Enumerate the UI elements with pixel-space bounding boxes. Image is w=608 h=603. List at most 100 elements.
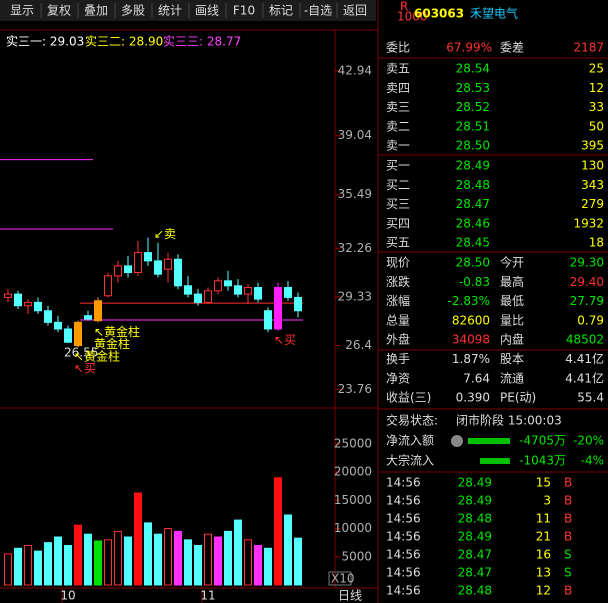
- tick-volume: 12: [536, 584, 551, 598]
- candle-body: [234, 285, 242, 295]
- order-label: 买三: [386, 197, 410, 211]
- candle-body: [64, 328, 72, 343]
- tick-volume: 21: [536, 530, 551, 544]
- toolbar-button[interactable]: 统计: [158, 4, 182, 18]
- toolbar: [0, 0, 376, 21]
- order-volume: 18: [589, 236, 604, 250]
- order-volume: 130: [581, 159, 604, 173]
- y-tick-label: 23.76: [338, 382, 372, 396]
- toolbar-button[interactable]: 复权: [47, 4, 71, 18]
- candle-body: [14, 293, 22, 307]
- toolbar-button[interactable]: -自选: [304, 4, 332, 18]
- toolbar-button[interactable]: F10: [233, 4, 255, 18]
- stat-value: 29.30: [570, 256, 604, 270]
- candle-body: [184, 285, 192, 295]
- tick-time: 14:56: [386, 566, 421, 580]
- x-tick-label: 11: [200, 589, 215, 603]
- stat-label: 最低: [500, 294, 524, 308]
- toolbar-button[interactable]: 显示: [10, 4, 34, 18]
- order-label: 买四: [386, 216, 410, 230]
- tick-price: 28.49: [458, 530, 492, 544]
- candle-body: [54, 321, 62, 330]
- tick-volume: 3: [543, 494, 551, 508]
- volume-bar: [14, 547, 22, 586]
- annotation: ↖买: [74, 362, 96, 376]
- tick-time: 14:56: [386, 584, 421, 598]
- volume-bar: [134, 492, 142, 586]
- volume-bar: [4, 553, 12, 586]
- volume-bar: [194, 544, 202, 586]
- order-volume: 1932: [573, 216, 604, 230]
- stat-value: 55.4: [577, 391, 604, 405]
- tick-price: 28.49: [458, 476, 492, 490]
- order-price: 28.49: [456, 159, 490, 173]
- order-label: 买二: [386, 178, 410, 192]
- stock-name: 禾望电气: [470, 6, 518, 21]
- annotation: ↖黄金柱: [94, 324, 140, 339]
- order-label: 卖五: [386, 62, 410, 76]
- tick-time: 14:56: [386, 530, 421, 544]
- candle-body: [244, 286, 252, 295]
- stat-value: 0.390: [456, 391, 490, 405]
- stat-value: 28.50: [456, 256, 490, 270]
- toolbar-button[interactable]: 返回: [343, 4, 367, 18]
- order-price: 28.50: [456, 139, 490, 153]
- flow-label: 大宗流入: [386, 453, 434, 468]
- candle-body: [44, 310, 52, 323]
- candle-body: [194, 293, 202, 303]
- volume-bar: [234, 519, 242, 586]
- candle-body: [4, 293, 12, 298]
- stat-value: 4.41亿: [565, 351, 604, 366]
- volume-tick-label: 5000: [341, 549, 372, 563]
- tick-time: 14:56: [386, 476, 421, 490]
- candle-body: [214, 280, 222, 292]
- stat-label: 涨幅: [386, 293, 410, 308]
- tick-side: B: [564, 476, 572, 490]
- period-label[interactable]: 日线: [338, 589, 362, 603]
- candle-body: [284, 286, 292, 298]
- status-label: 交易状态:: [386, 413, 438, 428]
- candle-body: [114, 265, 122, 277]
- stock-code: 603063: [414, 7, 464, 21]
- stat-value: 0.79: [577, 313, 604, 327]
- tick-side: S: [564, 566, 572, 580]
- volume-bar: [184, 539, 192, 586]
- candle-body: [144, 252, 152, 262]
- candle-body: [84, 315, 92, 320]
- toolbar-button[interactable]: 标记: [269, 4, 293, 18]
- volume-bar: [204, 533, 212, 586]
- volume-bar: [44, 542, 52, 586]
- y-tick-label: 26.4: [345, 338, 372, 352]
- candle-body: [294, 296, 302, 312]
- order-volume: 50: [589, 119, 604, 133]
- order-volume: 343: [581, 178, 604, 192]
- volume-unit: X10: [331, 572, 355, 586]
- volume-bar: [284, 514, 292, 586]
- volume-bar: [54, 536, 62, 586]
- ma-legend: 实三二: 28.90: [85, 34, 163, 49]
- volume-bar: [244, 539, 252, 586]
- flow-pct: -4%: [581, 454, 604, 468]
- toolbar-button[interactable]: 多股: [121, 4, 145, 18]
- tick-price: 28.48: [458, 584, 492, 598]
- volume-bar: [214, 536, 222, 586]
- candle-body: [94, 300, 102, 322]
- order-label: 卖四: [386, 81, 410, 95]
- order-label: 卖三: [386, 100, 410, 114]
- weibi-label: 委比: [386, 41, 410, 55]
- stat-label: 总量: [386, 313, 410, 327]
- stat-value: 82600: [452, 313, 490, 327]
- toolbar-button[interactable]: 画线: [195, 4, 219, 18]
- volume-bar: [164, 528, 172, 586]
- volume-bar: [84, 533, 92, 586]
- y-tick-label: 42.94: [338, 64, 372, 78]
- stat-value: -0.83: [459, 275, 490, 289]
- ma-legend: 实三一: 29.03: [6, 34, 84, 49]
- weicha-value: 2187: [573, 41, 604, 55]
- order-label: 卖一: [386, 139, 410, 153]
- annotation: 黄金柱: [94, 336, 130, 351]
- toolbar-button[interactable]: 叠加: [84, 4, 108, 18]
- order-label: 买一: [386, 159, 410, 173]
